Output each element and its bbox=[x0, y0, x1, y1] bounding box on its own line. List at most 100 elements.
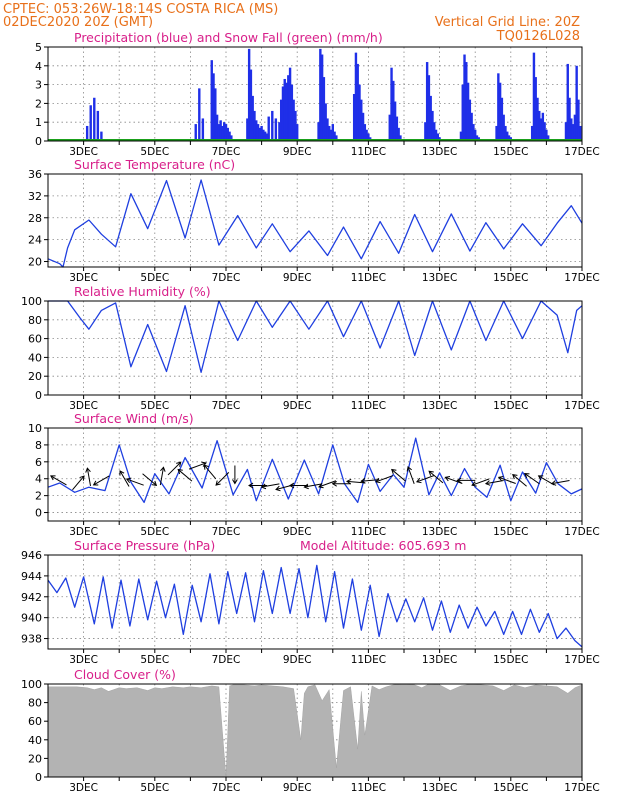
precip-bar bbox=[461, 84, 464, 141]
wind-arrow bbox=[85, 467, 91, 486]
humidity-panel: Relative Humidity (%) 0 20 40 60 80 100 3DEC 5DE… bbox=[21, 284, 600, 412]
y-tick-label: 942 bbox=[21, 591, 42, 604]
y-tick-label: 40 bbox=[28, 734, 42, 747]
wind-arrow-head bbox=[176, 461, 182, 467]
wind-arrow-head bbox=[119, 470, 125, 476]
precip-bar bbox=[287, 75, 290, 141]
precip-bar bbox=[271, 110, 274, 141]
wind-arrow-head bbox=[151, 480, 158, 486]
wind-arrow bbox=[331, 480, 351, 487]
wind-arrow-head bbox=[248, 482, 254, 489]
x-tick-label: 9DEC bbox=[283, 526, 312, 538]
precip-bar bbox=[425, 62, 429, 141]
wind-arrow bbox=[72, 475, 85, 491]
precip-bar bbox=[320, 54, 324, 141]
precip-bar bbox=[274, 118, 278, 141]
wind-arrow bbox=[232, 465, 238, 485]
x-tick-label: 5DEC bbox=[140, 400, 169, 412]
wind-arrow bbox=[456, 477, 476, 484]
wind-arrow bbox=[177, 468, 193, 482]
wind-arrow bbox=[167, 461, 182, 476]
y-tick-label: 32 bbox=[28, 190, 42, 203]
humidity-title: Relative Humidity (%) bbox=[74, 284, 211, 299]
precip-bar bbox=[249, 69, 253, 141]
precipitation-y-ticks: 0 1 2 3 4 5 bbox=[35, 41, 48, 148]
header-location: CPTEC: 053:26W-18:14S COSTA RICA (MS) bbox=[3, 2, 278, 17]
y-tick-label: 20 bbox=[28, 256, 42, 269]
precip-bar bbox=[538, 110, 541, 141]
precip-bar bbox=[365, 129, 368, 141]
precip-bar bbox=[85, 125, 89, 141]
wind-arrow-head bbox=[550, 480, 557, 486]
precip-bar bbox=[434, 129, 438, 141]
wind-arrow-head bbox=[215, 480, 221, 486]
wind-arrow bbox=[415, 475, 434, 484]
wind-arrow bbox=[159, 466, 166, 486]
wind-arrow-shaft bbox=[512, 474, 527, 487]
x-tick-label: 3DEC bbox=[69, 654, 98, 666]
x-tick-label: 17DEC bbox=[564, 272, 599, 284]
precip-bar bbox=[573, 114, 577, 141]
y-tick-label: 944 bbox=[21, 570, 42, 583]
precip-bar bbox=[93, 97, 96, 141]
cloud-panel: Cloud Cover (%) 0 20 40 60 80 100 3DEC 5DEC 7DEC 9… bbox=[21, 667, 600, 794]
wind-arrow-head bbox=[360, 478, 366, 484]
chart-panels: Precipitation (blue) and Snow Fall (gree… bbox=[21, 30, 600, 794]
precip-bar bbox=[358, 84, 361, 141]
wind-arrow-head bbox=[484, 480, 491, 486]
precip-bar bbox=[500, 97, 504, 141]
precip-bar bbox=[100, 131, 103, 141]
temperature-x-ticks: 3DEC 5DEC 7DEC 9DEC 11DEC 13DEC 15DEC 17DEC bbox=[69, 267, 600, 284]
y-tick-label: 0 bbox=[35, 389, 42, 402]
wind-arrows bbox=[50, 461, 570, 492]
wind-arrow-shaft bbox=[551, 480, 570, 485]
precip-bar bbox=[278, 122, 281, 141]
precip-bars bbox=[85, 48, 582, 141]
wind-arrow bbox=[484, 480, 504, 486]
x-tick-label: 13DEC bbox=[422, 400, 457, 412]
y-tick-label: 1 bbox=[35, 116, 42, 129]
precip-bar bbox=[265, 133, 269, 141]
wind-arrow-head bbox=[203, 464, 209, 470]
precip-bar bbox=[89, 105, 92, 141]
x-tick-label: 7DEC bbox=[212, 782, 241, 794]
precip-bar bbox=[215, 114, 219, 141]
precip-bar bbox=[431, 110, 434, 141]
wind-arrow-shaft bbox=[177, 469, 193, 482]
precip-bar bbox=[502, 114, 505, 141]
wind-arrow-shaft bbox=[498, 476, 516, 484]
precip-bar bbox=[352, 94, 356, 141]
precip-bar bbox=[329, 129, 333, 141]
x-tick-label: 15DEC bbox=[493, 146, 528, 158]
wind-arrow bbox=[289, 482, 308, 489]
precip-bar bbox=[263, 131, 267, 141]
precip-bar bbox=[288, 67, 292, 141]
wind-arrow-head bbox=[177, 468, 183, 475]
precip-bar bbox=[296, 124, 299, 141]
precip-bar bbox=[256, 124, 260, 141]
y-tick-label: 0 bbox=[35, 135, 42, 148]
wind-frame bbox=[47, 427, 583, 522]
precip-bar bbox=[335, 135, 338, 141]
x-tick-label: 3DEC bbox=[69, 146, 98, 158]
x-tick-label: 13DEC bbox=[422, 654, 457, 666]
precip-bar bbox=[258, 127, 262, 141]
precip-bar bbox=[545, 129, 548, 141]
wind-arrow-head bbox=[232, 479, 238, 485]
precip-bar bbox=[246, 118, 249, 141]
wind-arrow-shaft bbox=[407, 466, 415, 484]
precip-bar bbox=[251, 95, 254, 141]
precip-bar bbox=[541, 112, 545, 141]
wind-arrow-shaft bbox=[126, 478, 144, 486]
y-tick-label: 36 bbox=[28, 168, 42, 181]
precip-bar bbox=[201, 118, 205, 141]
wind-arrow-head bbox=[391, 468, 397, 475]
wind-arrow bbox=[318, 480, 337, 489]
wind-arrow-head bbox=[260, 483, 267, 490]
precip-bar bbox=[579, 125, 582, 141]
precip-bar bbox=[333, 131, 336, 141]
x-tick-label: 17DEC bbox=[564, 782, 599, 794]
x-tick-label: 9DEC bbox=[283, 146, 312, 158]
x-tick-label: 15DEC bbox=[493, 400, 528, 412]
wind-arrow-shaft bbox=[524, 473, 540, 485]
